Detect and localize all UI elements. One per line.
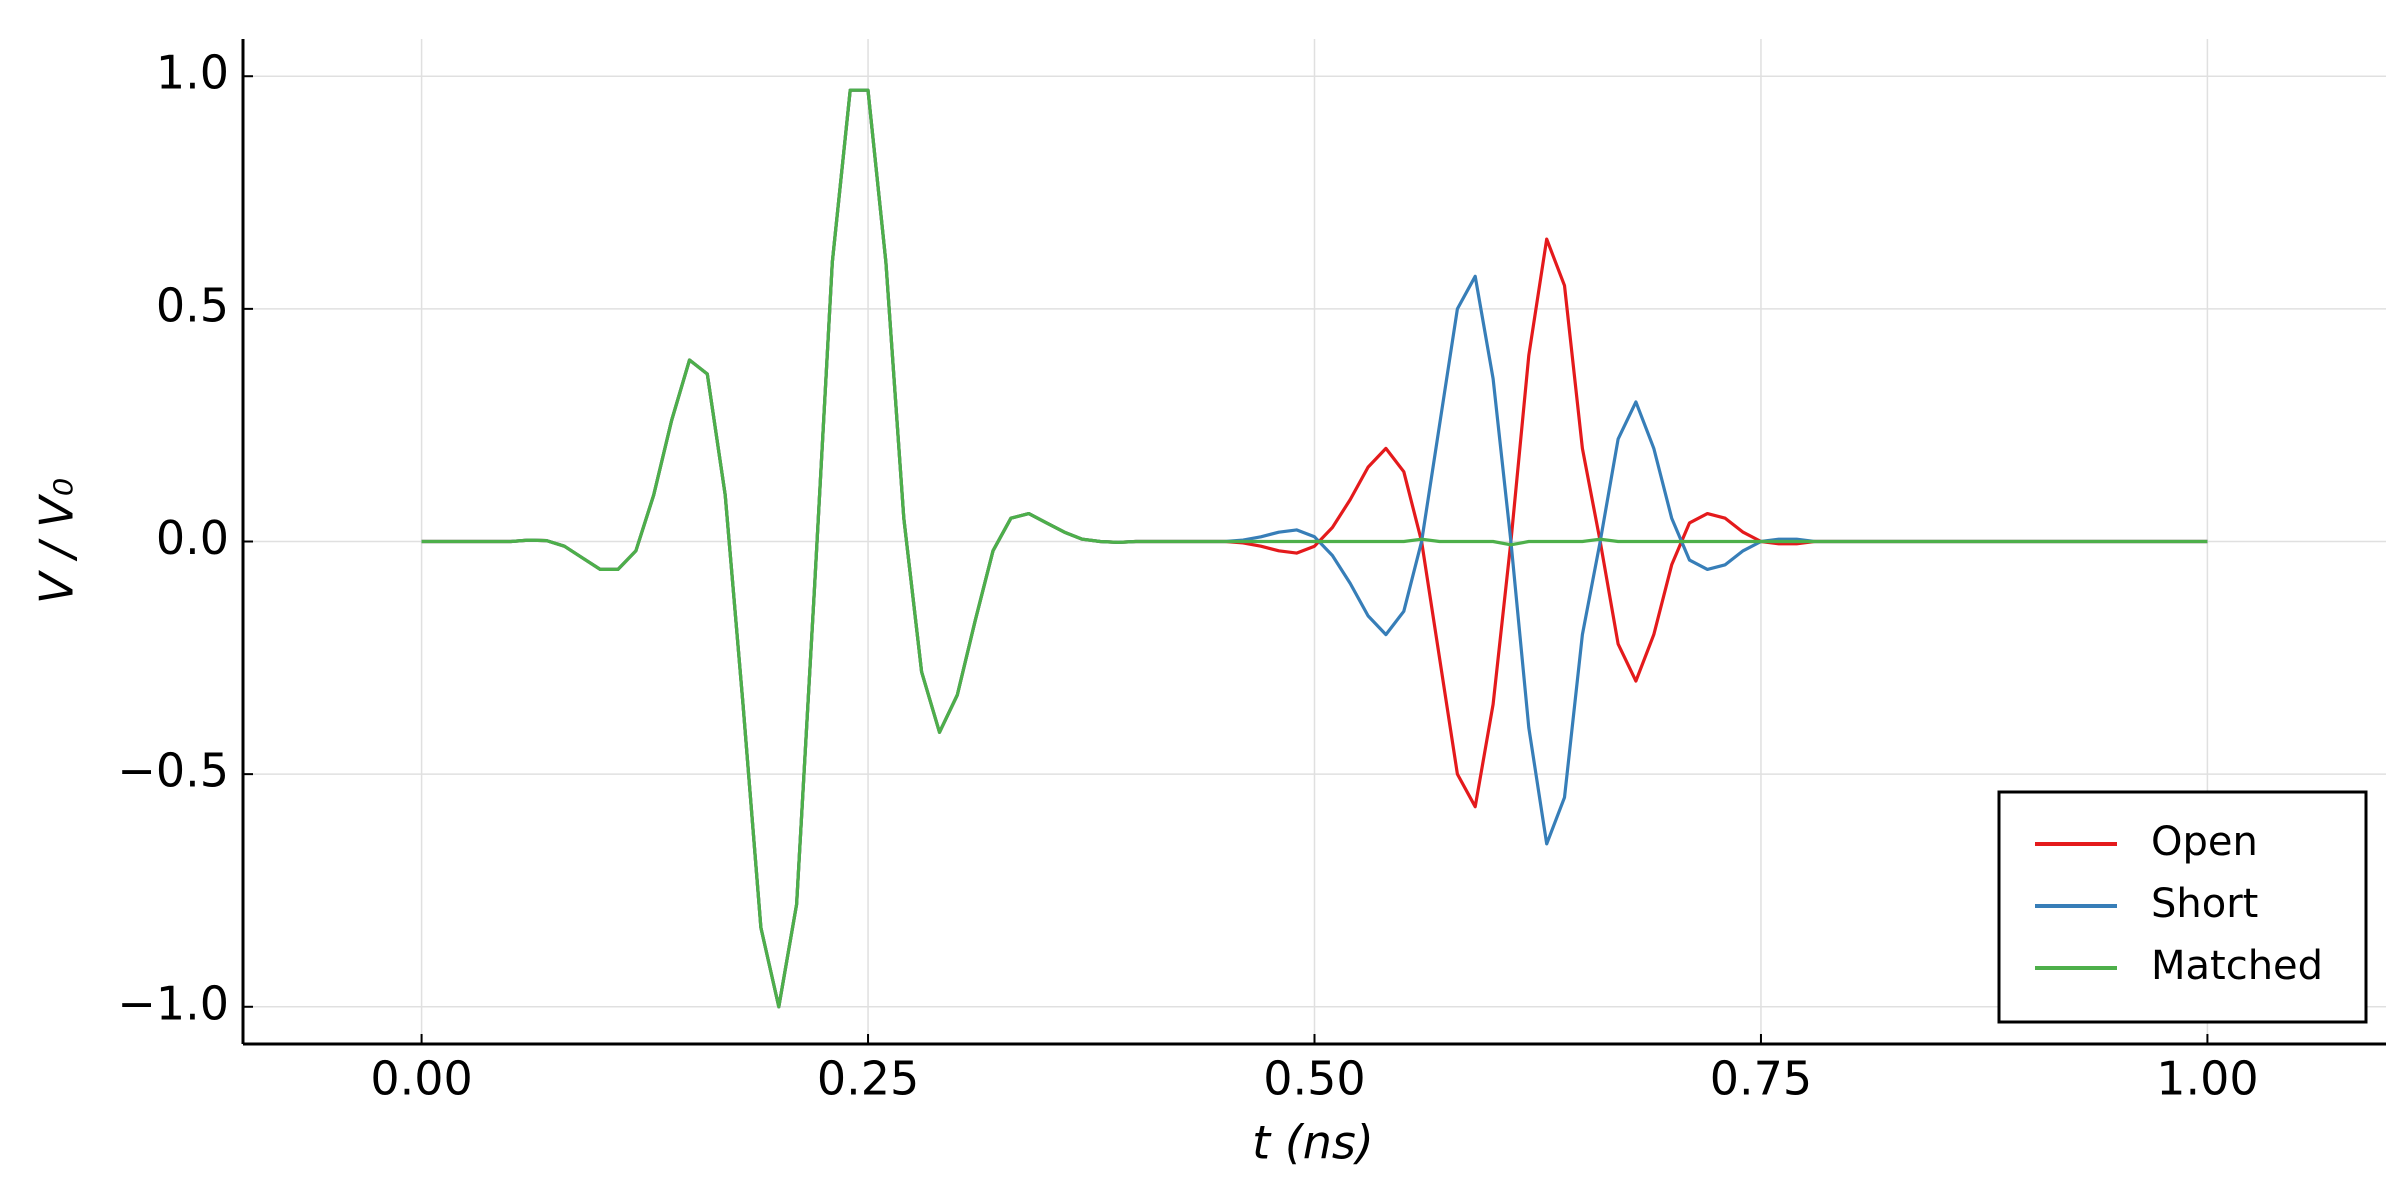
y-tick-label: 0.0 bbox=[156, 511, 229, 565]
y-tick-label: −0.5 bbox=[117, 744, 229, 798]
x-tick-label: 0.25 bbox=[817, 1052, 919, 1106]
legend-label: Open bbox=[2151, 819, 2258, 865]
legend-label: Short bbox=[2151, 881, 2258, 927]
y-axis-label: V / V₀ bbox=[30, 478, 84, 604]
y-tick-label: 1.0 bbox=[156, 46, 229, 100]
x-tick-label: 0.75 bbox=[1710, 1052, 1812, 1106]
x-tick-label: 1.00 bbox=[2156, 1052, 2258, 1106]
legend-label: Matched bbox=[2151, 943, 2323, 989]
x-axis-label: t (ns) bbox=[1252, 1116, 1374, 1170]
line bbox=[421, 88, 2208, 1009]
x-tick-label: 0.00 bbox=[370, 1052, 472, 1106]
x-tick-label: 0.50 bbox=[1263, 1052, 1365, 1106]
y-tick-label: 0.5 bbox=[156, 278, 229, 332]
y-tick-label: −1.0 bbox=[117, 976, 229, 1030]
